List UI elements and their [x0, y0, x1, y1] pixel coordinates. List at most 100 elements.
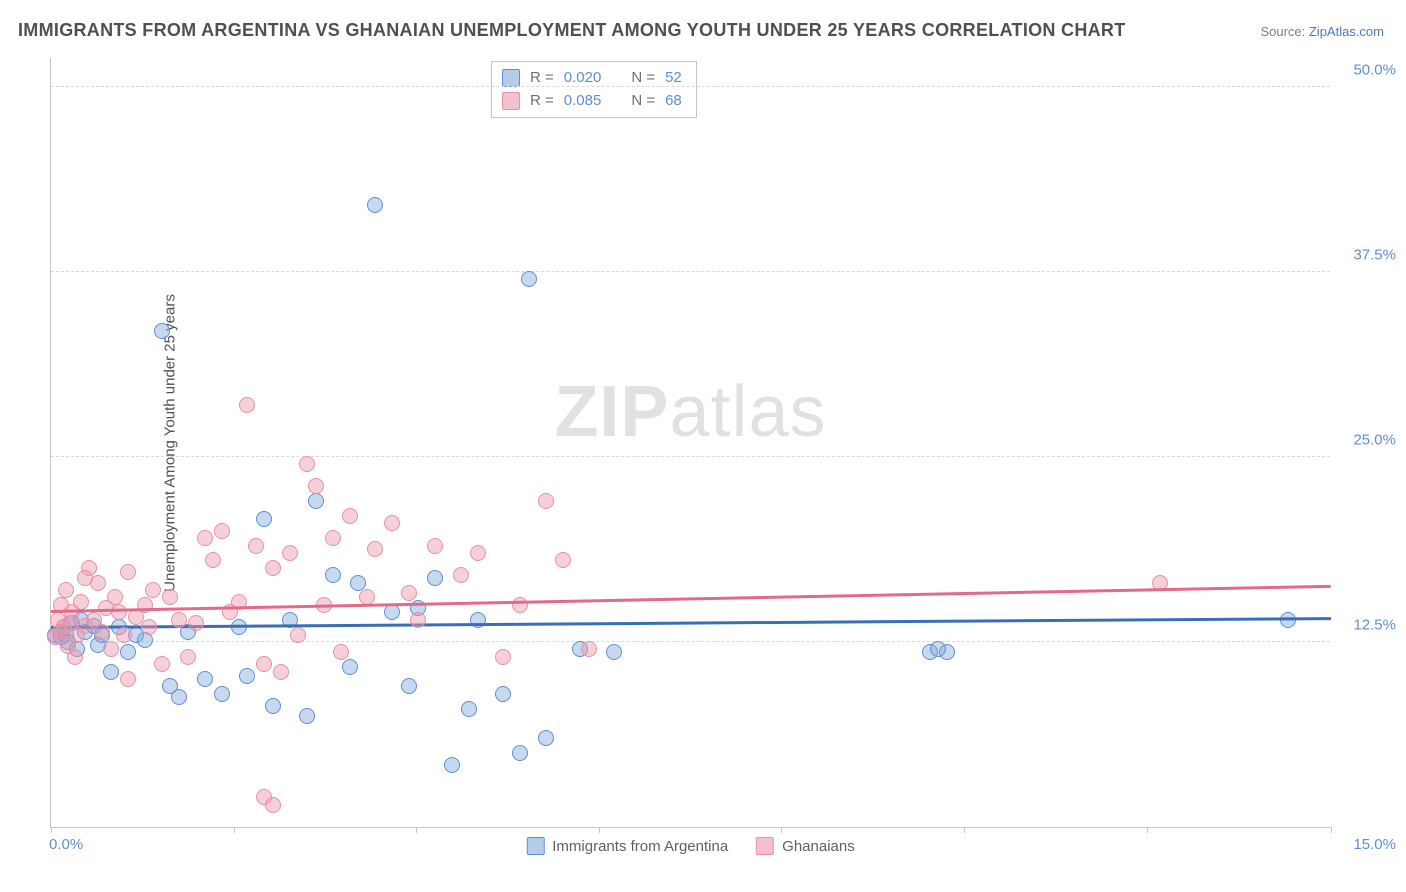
data-point	[470, 545, 486, 561]
data-point	[367, 541, 383, 557]
data-point	[197, 530, 213, 546]
data-point	[299, 708, 315, 724]
legend-r-value: 0.085	[564, 90, 602, 113]
x-tick	[416, 827, 417, 833]
data-point	[581, 641, 597, 657]
data-point	[512, 597, 528, 613]
legend-r-label: R =	[530, 90, 554, 113]
watermark: ZIPatlas	[554, 371, 826, 453]
legend-n-value: 68	[665, 90, 682, 113]
data-point	[282, 545, 298, 561]
watermark-bold: ZIP	[554, 372, 669, 452]
chart-title: IMMIGRANTS FROM ARGENTINA VS GHANAIAN UN…	[18, 20, 1126, 41]
data-point	[205, 552, 221, 568]
data-point	[162, 589, 178, 605]
data-point	[401, 585, 417, 601]
data-point	[367, 197, 383, 213]
legend-swatch	[502, 69, 520, 87]
grid-line	[51, 641, 1330, 642]
data-point	[325, 567, 341, 583]
source-link[interactable]: ZipAtlas.com	[1309, 24, 1384, 39]
legend-n-label: N =	[631, 90, 655, 113]
data-point	[342, 659, 358, 675]
data-point	[94, 624, 110, 640]
data-point	[145, 582, 161, 598]
data-point	[116, 627, 132, 643]
data-point	[538, 730, 554, 746]
data-point	[325, 530, 341, 546]
data-point	[171, 612, 187, 628]
data-point	[239, 397, 255, 413]
data-point	[77, 570, 93, 586]
data-point	[265, 797, 281, 813]
x-tick	[51, 827, 52, 833]
x-tick	[781, 827, 782, 833]
data-point	[103, 641, 119, 657]
x-tick	[1147, 827, 1148, 833]
source-prefix: Source:	[1260, 24, 1308, 39]
data-point	[930, 641, 946, 657]
data-point	[427, 538, 443, 554]
data-point	[120, 644, 136, 660]
data-point	[384, 515, 400, 531]
data-point	[512, 745, 528, 761]
data-point	[461, 701, 477, 717]
y-tick-label: 12.5%	[1353, 616, 1396, 633]
legend-swatch	[756, 837, 774, 855]
y-tick-label: 50.0%	[1353, 61, 1396, 78]
series-label: Ghanaians	[782, 838, 855, 855]
data-point	[401, 678, 417, 694]
y-tick-label: 25.0%	[1353, 431, 1396, 448]
data-point	[111, 604, 127, 620]
data-point	[384, 604, 400, 620]
data-point	[308, 493, 324, 509]
legend-swatch	[526, 837, 544, 855]
data-point	[214, 523, 230, 539]
source-attribution: Source: ZipAtlas.com	[1260, 24, 1384, 39]
series-legend-item: Ghanaians	[756, 837, 855, 855]
grid-line	[51, 271, 1330, 272]
data-point	[273, 664, 289, 680]
grid-line	[51, 456, 1330, 457]
data-point	[188, 615, 204, 631]
x-tick	[234, 827, 235, 833]
series-legend: Immigrants from Argentina Ghanaians	[526, 837, 854, 855]
data-point	[410, 612, 426, 628]
data-point	[103, 664, 119, 680]
data-point	[239, 668, 255, 684]
data-point	[154, 656, 170, 672]
x-tick	[1331, 827, 1332, 833]
data-point	[256, 656, 272, 672]
data-point	[538, 493, 554, 509]
data-point	[495, 649, 511, 665]
data-point	[248, 538, 264, 554]
series-label: Immigrants from Argentina	[552, 838, 728, 855]
data-point	[214, 686, 230, 702]
data-point	[141, 619, 157, 635]
data-point	[606, 644, 622, 660]
data-point	[265, 560, 281, 576]
data-point	[154, 323, 170, 339]
correlation-legend: R =0.020N =52R =0.085N =68	[491, 61, 697, 118]
data-point	[107, 589, 123, 605]
data-point	[495, 686, 511, 702]
data-point	[308, 478, 324, 494]
plot-area: Unemployment Among Youth under 25 years …	[50, 58, 1330, 828]
data-point	[350, 575, 366, 591]
watermark-rest: atlas	[669, 372, 826, 452]
y-tick-label: 37.5%	[1353, 246, 1396, 263]
data-point	[120, 671, 136, 687]
series-legend-item: Immigrants from Argentina	[526, 837, 728, 855]
data-point	[290, 627, 306, 643]
data-point	[299, 456, 315, 472]
data-point	[555, 552, 571, 568]
data-point	[444, 757, 460, 773]
data-point	[256, 511, 272, 527]
data-point	[67, 649, 83, 665]
x-tick	[599, 827, 600, 833]
data-point	[333, 644, 349, 660]
x-tick	[964, 827, 965, 833]
data-point	[265, 698, 281, 714]
data-point	[171, 689, 187, 705]
x-axis-min-label: 0.0%	[49, 836, 83, 853]
